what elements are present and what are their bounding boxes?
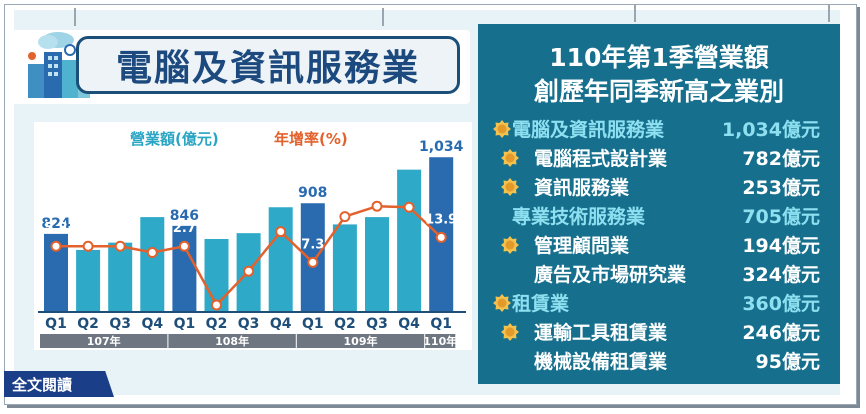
industry-row: 管理顧問業 194億元	[478, 231, 840, 257]
bar	[140, 217, 165, 312]
industry-name: 管理顧問業	[534, 235, 630, 257]
bar	[365, 217, 389, 312]
bar-value-label: 908	[298, 185, 327, 201]
medal-icon	[501, 323, 519, 341]
growth-rate-point	[371, 200, 383, 212]
quarter-tick-label: Q3	[109, 316, 131, 332]
industry-row: 電腦及資訊服務業 1,034億元	[478, 115, 840, 141]
industry-row: 電腦程式設計業 782億元	[478, 144, 840, 170]
industry-row: 資訊服務業 253億元	[478, 173, 840, 199]
industry-revenue: 324億元	[742, 264, 820, 286]
bar	[268, 207, 293, 312]
year-band	[168, 334, 296, 348]
quarter-tick-label: Q2	[334, 316, 356, 332]
quarter-tick-label: Q4	[270, 316, 292, 332]
year-label: 110年	[423, 334, 457, 348]
industry-name: 電腦程式設計業	[534, 148, 668, 170]
growth-rate-point	[146, 246, 158, 258]
industry-name: 機械設備租賃業	[534, 351, 668, 373]
legend-revenue: 營業額(億元)	[130, 130, 219, 148]
year-label: 108年	[215, 334, 249, 348]
year-band	[40, 334, 168, 348]
growth-rate-point	[275, 226, 287, 238]
growth-rate-point	[50, 240, 62, 252]
industry-revenue: 782億元	[742, 148, 820, 170]
growth-rate-point	[339, 211, 351, 223]
hanger-left	[74, 8, 76, 26]
quarter-tick-label: Q1	[174, 316, 196, 332]
industry-revenue: 194億元	[742, 235, 820, 257]
quarter-tick-label: Q2	[77, 316, 99, 332]
panel-title-line1: 110年第1季營業額	[549, 43, 769, 72]
industry-revenue: 360億元	[742, 293, 820, 315]
quarter-tick-label: Q1	[45, 316, 67, 332]
bar	[397, 169, 422, 312]
year-label: 107年	[87, 334, 121, 348]
bar-value-label: 1,034	[419, 139, 464, 155]
bar	[172, 225, 197, 312]
read-more-button[interactable]: 全文閱讀	[4, 371, 114, 397]
industry-name: 廣告及市場研究業	[534, 264, 687, 286]
growth-rate-point	[307, 256, 319, 268]
right-panel	[478, 24, 840, 384]
growth-rate-point	[211, 299, 222, 311]
growth-rate-point	[403, 201, 415, 213]
growth-rate-point	[82, 240, 94, 252]
medal-icon	[493, 294, 511, 312]
growth-rate-label: 7.3	[301, 237, 324, 252]
quarter-tick-label: Q4	[398, 316, 420, 332]
medal-icon	[501, 236, 519, 254]
bar	[332, 224, 357, 312]
industry-row: 廣告及市場研究業 324億元	[478, 260, 840, 286]
bar-value-label: 846	[170, 208, 199, 224]
industry-row: 機械設備租賃業 95億元	[478, 347, 840, 373]
medal-icon	[501, 149, 519, 167]
industry-revenue: 246億元	[742, 322, 820, 344]
quarter-tick-label: Q2	[206, 316, 228, 332]
bar	[108, 242, 133, 312]
medal-icon	[501, 178, 519, 196]
industry-row: 租賃業 360億元	[478, 289, 840, 315]
industry-name: 運輸工具租賃業	[534, 322, 668, 344]
year-band	[425, 334, 456, 348]
title-box: 電腦及資訊服務業	[76, 36, 460, 94]
industry-name: 租賃業	[512, 293, 570, 315]
growth-rate-point	[435, 231, 447, 243]
growth-rate-point	[243, 265, 255, 277]
growth-rate-label: 2.7	[173, 221, 196, 236]
quarter-tick-label: Q1	[430, 316, 452, 332]
industry-name: 資訊服務業	[534, 177, 630, 199]
bar	[76, 249, 101, 312]
hanger-panel-left	[634, 4, 636, 22]
growth-rate-point	[178, 240, 190, 252]
hanger-right	[382, 8, 384, 26]
industry-revenue: 1,034億元	[721, 119, 820, 141]
growth-rate-label: 13.9	[425, 212, 457, 227]
industry-revenue: 95億元	[755, 351, 820, 373]
year-band	[296, 334, 425, 348]
panel-title-line2: 創歷年同季新高之業別	[533, 77, 784, 106]
year-label: 109年	[344, 334, 378, 348]
quarter-tick-label: Q1	[302, 316, 324, 332]
bar-value-label: 824	[41, 216, 70, 232]
growth-rate-point	[114, 240, 126, 252]
industry-row: 運輸工具租賃業 246億元	[478, 318, 840, 344]
growth-rate-label: 5.8	[44, 221, 67, 236]
quarter-tick-label: Q4	[141, 316, 163, 332]
legend-growth-rate: 年增率(%)	[274, 130, 348, 148]
industry-name: 專業技術服務業	[512, 206, 646, 228]
hanger-panel-right	[828, 4, 830, 22]
industry-revenue: 253億元	[742, 177, 820, 199]
industry-name: 電腦及資訊服務業	[512, 119, 665, 141]
industry-revenue: 705億元	[742, 206, 820, 228]
quarter-tick-label: Q3	[366, 316, 388, 332]
industry-row: 專業技術服務業 705億元	[478, 202, 840, 228]
medal-icon	[493, 120, 511, 138]
quarter-tick-label: Q3	[238, 316, 260, 332]
page-title: 電腦及資訊服務業	[115, 48, 420, 89]
